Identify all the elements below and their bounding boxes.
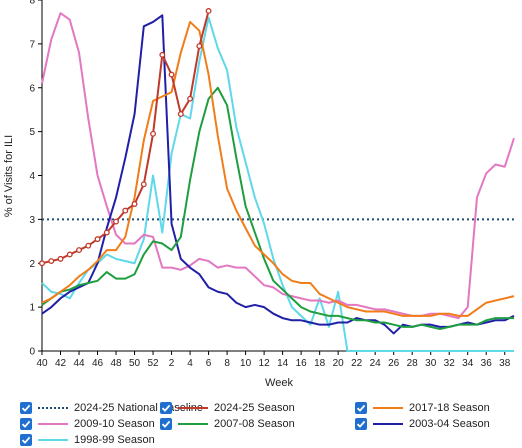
legend-swatch (373, 423, 403, 425)
x-tick-label: 14 (277, 358, 289, 369)
legend-label: 2003-04 Season (409, 418, 490, 430)
legend-label: 2007-08 Season (214, 418, 295, 430)
series-line-2017-18-season (41, 20, 515, 317)
x-tick-label: 12 (259, 358, 271, 369)
y-axis-title: % of Visits for ILI (3, 135, 15, 217)
series-layer (39, 8, 515, 352)
series-line-2009-10-season (41, 12, 515, 320)
chart-legend: 2024-25 National Baseline 2024-25 Season 2… (0, 398, 522, 446)
x-tick-label: 28 (407, 358, 419, 369)
series-line-2007-08-season (41, 86, 514, 331)
series-point-2024-25-season (140, 181, 147, 188)
legend-label: 2024-25 Season (214, 402, 295, 414)
legend-item-2009-10-season[interactable]: 2009-10 Season (20, 416, 155, 432)
x-axis-title: Week (265, 377, 293, 389)
x-tick-label: 50 (129, 358, 141, 369)
y-tick-label: 1 (29, 303, 35, 314)
legend-checkbox[interactable] (160, 418, 172, 430)
series-point-2024-25-season (66, 251, 73, 258)
legend-swatch (178, 423, 208, 425)
legend-swatch (178, 407, 208, 409)
x-tick-label: 18 (314, 358, 326, 369)
series-line-2003-04-season (41, 14, 515, 335)
x-tick-label: 32 (444, 358, 456, 369)
x-tick-label: 6 (206, 358, 212, 369)
legend-swatch (373, 407, 403, 409)
series-point-2024-25-season (168, 71, 175, 78)
series-point-2024-25-season (39, 260, 45, 267)
x-tick-label: 8 (224, 358, 230, 369)
checkmark-icon (356, 404, 366, 412)
series-point-2024-25-season (76, 247, 82, 254)
x-tick-label: 4 (187, 358, 193, 369)
x-tick-label: 52 (147, 358, 159, 369)
series-point-2024-25-season (187, 95, 194, 102)
checkmark-icon (356, 420, 366, 428)
legend-item-2003-04-season[interactable]: 2003-04 Season (355, 416, 490, 432)
y-tick-label: 4 (29, 171, 35, 182)
x-tick-label: 16 (296, 358, 308, 369)
x-tick-label: 26 (388, 358, 400, 369)
series-point-2024-25-season (205, 8, 212, 14)
series-point-2024-25-season (85, 242, 92, 249)
legend-checkbox[interactable] (355, 402, 367, 414)
legend-item-2007-08-season[interactable]: 2007-08 Season (160, 416, 295, 432)
series-point-2024-25-season (48, 258, 55, 265)
series-point-2024-25-season (122, 207, 129, 214)
legend-checkbox[interactable] (160, 402, 172, 414)
x-tick-label: 20 (333, 358, 345, 369)
y-tick-label: 8 (29, 0, 35, 7)
y-tick-label: 7 (29, 39, 35, 50)
x-tick-label: 34 (462, 358, 474, 369)
legend-swatch (38, 407, 68, 409)
checkmark-icon (21, 436, 31, 444)
legend-swatch (38, 423, 68, 425)
y-tick-label: 6 (29, 83, 35, 94)
series-point-2024-25-season (131, 201, 138, 207)
x-tick-label: 42 (55, 358, 67, 369)
legend-checkbox[interactable] (20, 418, 32, 430)
checkmark-icon (161, 420, 171, 428)
x-tick-label: 40 (36, 358, 48, 369)
series-point-2024-25-season (177, 111, 184, 118)
series-point-2024-25-season (150, 130, 157, 137)
x-tick-label: 36 (481, 358, 493, 369)
legend-item-2017-18-season[interactable]: 2017-18 Season (355, 400, 490, 416)
legend-checkbox[interactable] (20, 402, 32, 414)
x-tick-label: 38 (499, 358, 511, 369)
legend-checkbox[interactable] (20, 434, 32, 446)
legend-label: 2017-18 Season (409, 402, 490, 414)
legend-checkbox[interactable] (355, 418, 367, 430)
y-tick-label: 2 (29, 259, 35, 270)
y-tick-label: 3 (29, 215, 35, 226)
legend-item-1998-99-season[interactable]: 1998-99 Season (20, 432, 155, 448)
legend-item-2024-25-season[interactable]: 2024-25 Season (160, 400, 295, 416)
y-tick-label: 5 (29, 127, 35, 138)
x-tick-label: 44 (73, 358, 85, 369)
x-tick-label: 30 (425, 358, 437, 369)
series-point-2024-25-season (159, 51, 166, 58)
x-tick-label: 24 (370, 358, 382, 369)
x-tick-label: 2 (169, 358, 175, 369)
x-tick-label: 22 (351, 358, 363, 369)
y-tick-label: 0 (29, 347, 35, 358)
series-point-2024-25-season (113, 218, 119, 225)
x-tick-label: 10 (240, 358, 252, 369)
series-point-2024-25-season (94, 236, 101, 243)
legend-label: 1998-99 Season (74, 434, 155, 446)
checkmark-icon (21, 420, 31, 428)
series-point-2024-25-season (103, 229, 110, 236)
series-point-2024-25-season (196, 43, 203, 50)
legend-swatch (38, 439, 68, 441)
x-tick-label: 48 (110, 358, 122, 369)
legend-label: 2009-10 Season (74, 418, 155, 430)
x-tick-label: 46 (92, 358, 104, 369)
checkmark-icon (161, 404, 171, 412)
series-line-1998-99-season (41, 16, 514, 352)
checkmark-icon (21, 404, 31, 412)
series-point-2024-25-season (57, 255, 64, 262)
